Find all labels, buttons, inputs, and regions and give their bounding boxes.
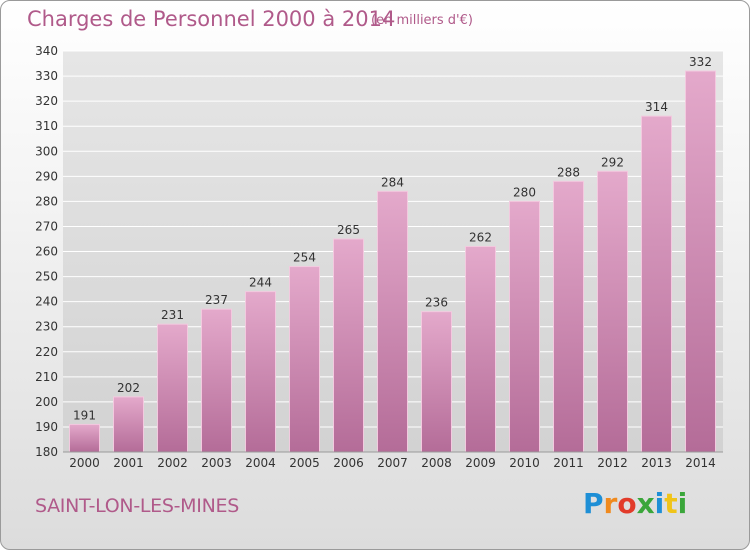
data-label: 231: [161, 308, 184, 322]
bar-2008: [421, 311, 452, 453]
x-tick-label: 2005: [289, 456, 320, 470]
y-tick-label: 310: [35, 119, 58, 133]
bar-2014: [685, 70, 716, 453]
data-label: 202: [117, 381, 140, 395]
x-tick-label: 2010: [509, 456, 540, 470]
logo-letter: o: [617, 487, 637, 520]
logo-letter: P: [583, 487, 604, 520]
bar-2013: [641, 115, 672, 453]
data-label: 265: [337, 223, 360, 237]
y-tick-label: 210: [35, 370, 58, 384]
y-tick-label: 200: [35, 395, 58, 409]
x-tick-label: 2002: [157, 456, 188, 470]
bar-2010: [509, 200, 540, 453]
data-labels: 191 202 231 237 244 254 265 284 236 262 280 288 292 3…: [73, 55, 712, 422]
x-tick-label: 2012: [597, 456, 628, 470]
data-label: 244: [249, 276, 272, 290]
x-tick-label: 2013: [641, 456, 672, 470]
data-label: 280: [513, 185, 536, 199]
data-label: 332: [689, 55, 712, 69]
bar-2005: [289, 266, 320, 453]
bar-2001: [113, 396, 144, 453]
y-tick-label: 290: [35, 169, 58, 183]
data-label: 292: [601, 155, 624, 169]
x-tick-label: 2007: [377, 456, 408, 470]
data-label: 284: [381, 175, 404, 189]
x-tick-label: 2008: [421, 456, 452, 470]
y-tick-label: 250: [35, 270, 58, 284]
bar-2002: [157, 323, 188, 453]
y-tick-label: 330: [35, 69, 58, 83]
y-tick-label: 180: [35, 445, 58, 459]
y-tick-label: 280: [35, 194, 58, 208]
bar-2007: [377, 190, 408, 453]
x-axis-ticks: 2000 2001 2002 2003 2004 2005 2006 2007 2008 2009…: [69, 456, 716, 470]
data-label: 237: [205, 293, 228, 307]
y-tick-label: 240: [35, 295, 58, 309]
x-tick-label: 2000: [69, 456, 100, 470]
bar-2004: [245, 291, 276, 453]
y-axis-ticks: 180 190 200 210 220 230 240 250 260 270 280 290 300 3…: [35, 44, 58, 459]
x-tick-label: 2001: [113, 456, 144, 470]
bar-2009: [465, 245, 496, 453]
y-tick-label: 320: [35, 94, 58, 108]
data-label: 254: [293, 251, 316, 265]
data-label: 288: [557, 165, 580, 179]
bar-2011: [553, 180, 584, 453]
bar-2012: [597, 170, 628, 453]
bar-2003: [201, 308, 232, 453]
logo-letter: r: [603, 487, 618, 520]
proxiti-logo[interactable]: Proxiti: [583, 487, 687, 520]
data-label: 191: [73, 408, 96, 422]
town-name: SAINT-LON-LES-MINES: [35, 495, 239, 517]
y-tick-label: 190: [35, 420, 58, 434]
y-tick-label: 260: [35, 245, 58, 259]
logo-letter: i: [677, 487, 688, 520]
data-label: 236: [425, 296, 448, 310]
y-tick-label: 230: [35, 320, 58, 334]
bar-2000: [69, 423, 100, 453]
x-tick-label: 2004: [245, 456, 276, 470]
x-tick-label: 2009: [465, 456, 496, 470]
chart-subtitle: (en milliers d'€): [371, 13, 473, 28]
x-tick-label: 2003: [201, 456, 232, 470]
data-label: 262: [469, 230, 492, 244]
bars: [69, 70, 716, 453]
chart-title: Charges de Personnel 2000 à 2014: [27, 7, 396, 31]
logo-letter: i: [654, 487, 665, 520]
y-tick-label: 220: [35, 345, 58, 359]
y-tick-label: 270: [35, 219, 58, 233]
y-tick-label: 340: [35, 44, 58, 58]
bar-2006: [333, 238, 364, 453]
logo-letter: x: [636, 487, 655, 520]
x-tick-label: 2006: [333, 456, 364, 470]
y-tick-label: 300: [35, 144, 58, 158]
x-tick-label: 2011: [553, 456, 584, 470]
logo-letter: t: [664, 487, 678, 520]
x-tick-label: 2014: [685, 456, 716, 470]
data-label: 314: [645, 100, 668, 114]
